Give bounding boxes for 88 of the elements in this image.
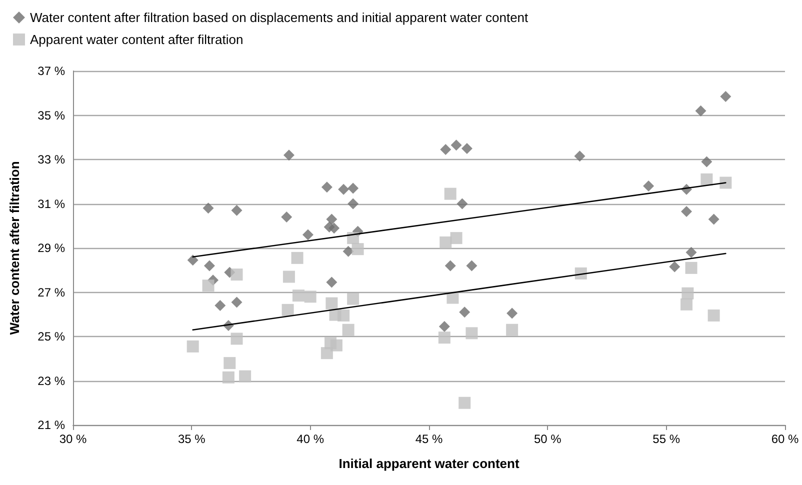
y-tick-label: 31 % bbox=[38, 196, 66, 211]
y-tick-label: 37 % bbox=[38, 64, 66, 78]
point bbox=[231, 204, 242, 216]
point bbox=[669, 261, 680, 272]
y-axis-title: Water content after filtration bbox=[7, 161, 22, 335]
point bbox=[574, 150, 586, 162]
y-tick-label: 27 % bbox=[38, 285, 66, 300]
point bbox=[643, 180, 654, 192]
point bbox=[720, 176, 732, 189]
y-tick-label: 33 % bbox=[38, 152, 66, 166]
point bbox=[342, 246, 354, 257]
point bbox=[214, 300, 226, 312]
y-tick-label: 21 % bbox=[38, 418, 66, 432]
point bbox=[348, 198, 359, 210]
point bbox=[708, 214, 720, 225]
x-tick-label: 30 % bbox=[59, 432, 87, 446]
point bbox=[326, 214, 338, 225]
x-tick-label: 45 % bbox=[415, 432, 443, 446]
y-tick-label: 25 % bbox=[38, 330, 66, 344]
point bbox=[348, 182, 359, 194]
point bbox=[328, 222, 340, 234]
point bbox=[682, 287, 694, 300]
y-tick-label: 35 % bbox=[38, 108, 66, 122]
point bbox=[680, 298, 693, 310]
point bbox=[695, 105, 706, 116]
x-tick-label: 50 % bbox=[534, 432, 562, 446]
point bbox=[239, 370, 252, 382]
point bbox=[282, 304, 294, 316]
point bbox=[446, 292, 459, 304]
point bbox=[450, 232, 462, 244]
point bbox=[347, 292, 360, 305]
point bbox=[330, 339, 342, 352]
point bbox=[686, 246, 697, 258]
point bbox=[282, 270, 295, 283]
point bbox=[291, 252, 304, 264]
point bbox=[459, 306, 470, 318]
point bbox=[681, 206, 692, 217]
point bbox=[708, 309, 720, 322]
point bbox=[444, 260, 456, 272]
point bbox=[292, 290, 304, 302]
x-tick-label: 35 % bbox=[178, 432, 206, 446]
point bbox=[302, 229, 314, 240]
point bbox=[224, 357, 236, 370]
point bbox=[466, 260, 478, 272]
point bbox=[230, 268, 243, 281]
point bbox=[321, 182, 332, 193]
point bbox=[700, 173, 713, 186]
point bbox=[352, 243, 364, 256]
x-tick-label: 60 % bbox=[771, 432, 799, 446]
point bbox=[685, 262, 698, 274]
point bbox=[466, 327, 478, 340]
point bbox=[186, 340, 199, 352]
point bbox=[456, 198, 468, 210]
point bbox=[440, 236, 452, 248]
point bbox=[202, 202, 214, 214]
x-axis-title: Initial apparent water content bbox=[338, 456, 520, 471]
point bbox=[701, 156, 712, 168]
point bbox=[187, 254, 198, 266]
point bbox=[438, 332, 450, 344]
point bbox=[281, 212, 292, 223]
point bbox=[458, 396, 471, 409]
point bbox=[326, 297, 338, 310]
y-tick-label: 23 % bbox=[38, 374, 66, 388]
point bbox=[320, 347, 333, 360]
point bbox=[304, 290, 316, 303]
point bbox=[283, 150, 294, 161]
point bbox=[506, 324, 518, 336]
point bbox=[342, 324, 354, 336]
point bbox=[231, 296, 242, 308]
legend-label: Water content after filtration based on displacements and initial apparent water content bbox=[30, 10, 529, 25]
point bbox=[204, 260, 215, 272]
point bbox=[222, 371, 234, 384]
x-tick-label: 40 % bbox=[296, 432, 324, 446]
point bbox=[720, 90, 732, 102]
point bbox=[438, 321, 450, 332]
point bbox=[202, 280, 214, 292]
point bbox=[338, 184, 350, 195]
point bbox=[506, 308, 518, 319]
point bbox=[326, 276, 338, 288]
point bbox=[450, 140, 462, 151]
y-tick-label: 29 % bbox=[38, 241, 66, 255]
point bbox=[461, 142, 472, 154]
point bbox=[444, 188, 456, 200]
point bbox=[440, 144, 452, 156]
x-tick-label: 55 % bbox=[652, 432, 680, 446]
point bbox=[230, 332, 243, 345]
legend-label: Apparent water content after filtration bbox=[30, 32, 244, 47]
point bbox=[338, 309, 350, 322]
